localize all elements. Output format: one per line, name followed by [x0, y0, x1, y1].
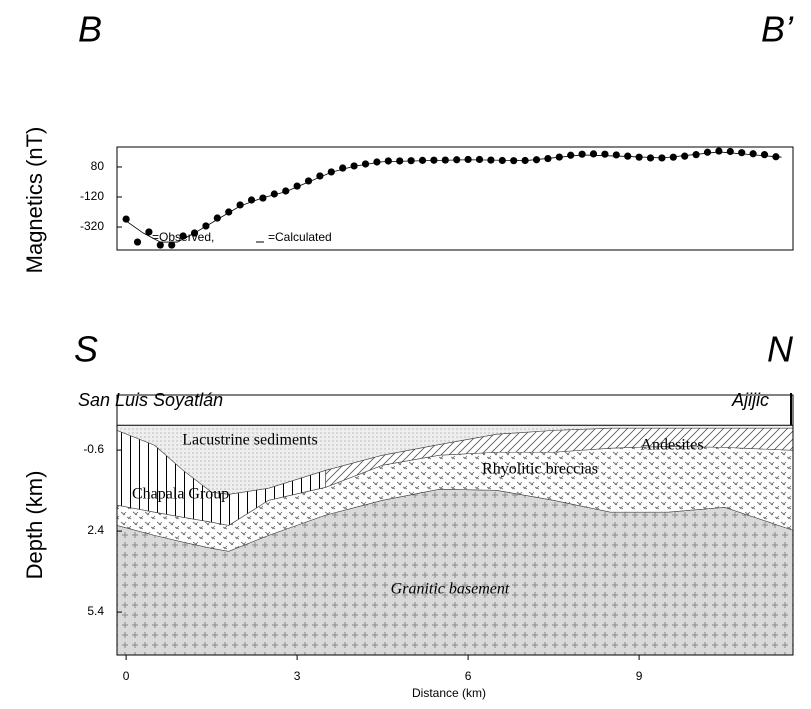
observed-point	[156, 241, 164, 249]
observed-point	[145, 228, 153, 236]
observed-point	[738, 149, 746, 157]
observed-point	[601, 150, 609, 158]
x-tick-label: 6	[465, 669, 472, 683]
observed-point	[339, 164, 347, 172]
title-left: S	[74, 329, 98, 370]
layer-label: Chapala Group	[132, 486, 229, 503]
plot-frame	[116, 394, 794, 656]
observed-point	[760, 151, 769, 159]
observed-point	[669, 153, 677, 161]
observed-point	[646, 154, 655, 162]
place-left: San Luis Soyatlán	[78, 390, 223, 410]
observed-point	[168, 241, 176, 249]
observed-point	[703, 148, 712, 156]
observed-point	[475, 155, 484, 164]
observed-point	[384, 157, 392, 165]
place-right: Ajijic	[731, 390, 769, 410]
title-right: B’	[761, 9, 794, 50]
x-tick-label: 3	[294, 669, 301, 683]
observed-point	[361, 160, 370, 168]
observed-point	[681, 152, 689, 160]
calculated-line	[125, 151, 782, 243]
y-axis-label: Depth (km)	[22, 471, 47, 580]
title-left: B	[78, 9, 102, 50]
plot-frame	[116, 146, 794, 251]
y-tick-label: 2.4	[87, 523, 104, 537]
x-axis-label: Distance (km)	[412, 686, 486, 700]
observed-point	[122, 215, 130, 223]
y-tick-label: 80	[91, 159, 105, 173]
observed-point	[715, 147, 723, 155]
layers	[116, 424, 794, 656]
observed-point	[749, 150, 757, 158]
y-axis-label: Magnetics (nT)	[22, 127, 47, 274]
x-tick-label: 9	[636, 669, 643, 683]
y-tick-label: -320	[80, 219, 104, 233]
layer-label: Granitic basement	[391, 581, 510, 598]
title-right: N	[767, 329, 794, 370]
legend-observed: =Observed,	[152, 230, 214, 244]
y-tick-label: -120	[80, 189, 104, 203]
observed-point	[373, 158, 381, 166]
observed-point	[567, 151, 575, 159]
observed-point	[133, 238, 142, 246]
observed-point	[726, 147, 734, 156]
observed-point	[270, 190, 278, 198]
y-tick-label: -0.6	[83, 442, 104, 456]
observed-point	[578, 150, 586, 158]
layer-label: Andesites	[640, 437, 703, 454]
legend-calculated: =Calculated	[268, 230, 332, 244]
observed-point	[612, 151, 620, 159]
observed-point	[213, 214, 221, 222]
layer-label: Rhyolitic breccias	[482, 461, 598, 478]
observed-point	[589, 150, 598, 158]
observed-point	[247, 196, 256, 204]
x-tick-label: 0	[123, 669, 130, 683]
observed-point	[282, 187, 290, 195]
y-tick-label: 5.4	[87, 604, 104, 618]
layer-label: Lacustrine sediments	[182, 432, 318, 449]
